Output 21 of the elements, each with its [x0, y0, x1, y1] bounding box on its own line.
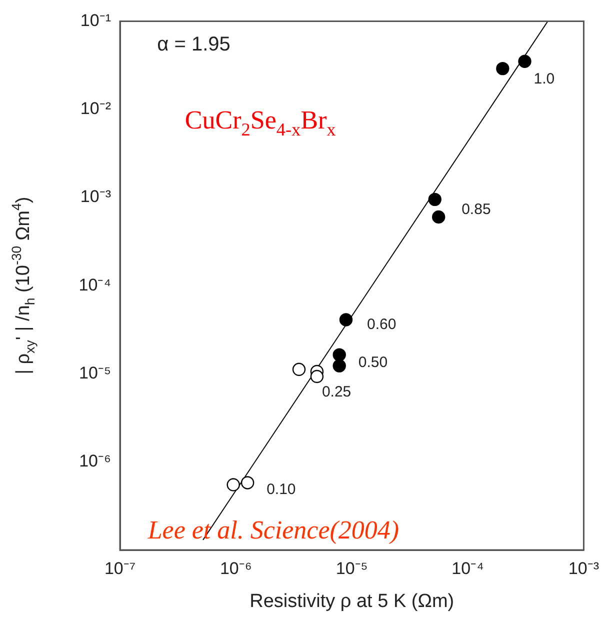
x-axis-title: Resistivity ρ at 5 K (Ωm)	[250, 591, 454, 612]
annotation: Lee et al. Science(2004)	[146, 515, 400, 544]
annotation: α = 1.95	[157, 34, 230, 56]
y-tick-label: 10⁻⁴	[78, 275, 111, 294]
annotation: 1.0	[534, 70, 555, 88]
text: | ρxy' | /nh (10-30 Ωm4)	[9, 196, 38, 374]
y-tick-label: 10⁻¹	[80, 10, 112, 30]
annotation: 0.85	[462, 201, 491, 218]
y-tick-label: 10⁻³	[80, 187, 112, 206]
y-tick-label: 10⁻⁶	[79, 452, 111, 471]
y-tick-label: 10⁻²	[80, 99, 112, 118]
x-tick-label: 10⁻⁴	[452, 558, 484, 578]
x-tick-label: 10⁻³	[568, 558, 600, 578]
x-tick-label: 10⁻⁷	[104, 558, 136, 578]
annotation: 0.25	[322, 384, 352, 401]
annotation: 0.50	[358, 354, 388, 371]
x-tick-label: 10⁻⁵	[336, 558, 368, 578]
y-tick-label: 10⁻⁵	[79, 363, 111, 382]
annotation: 0.60	[366, 316, 396, 333]
annotation: 0.10	[266, 480, 296, 498]
x-tick-label: 10⁻⁶	[220, 558, 252, 578]
